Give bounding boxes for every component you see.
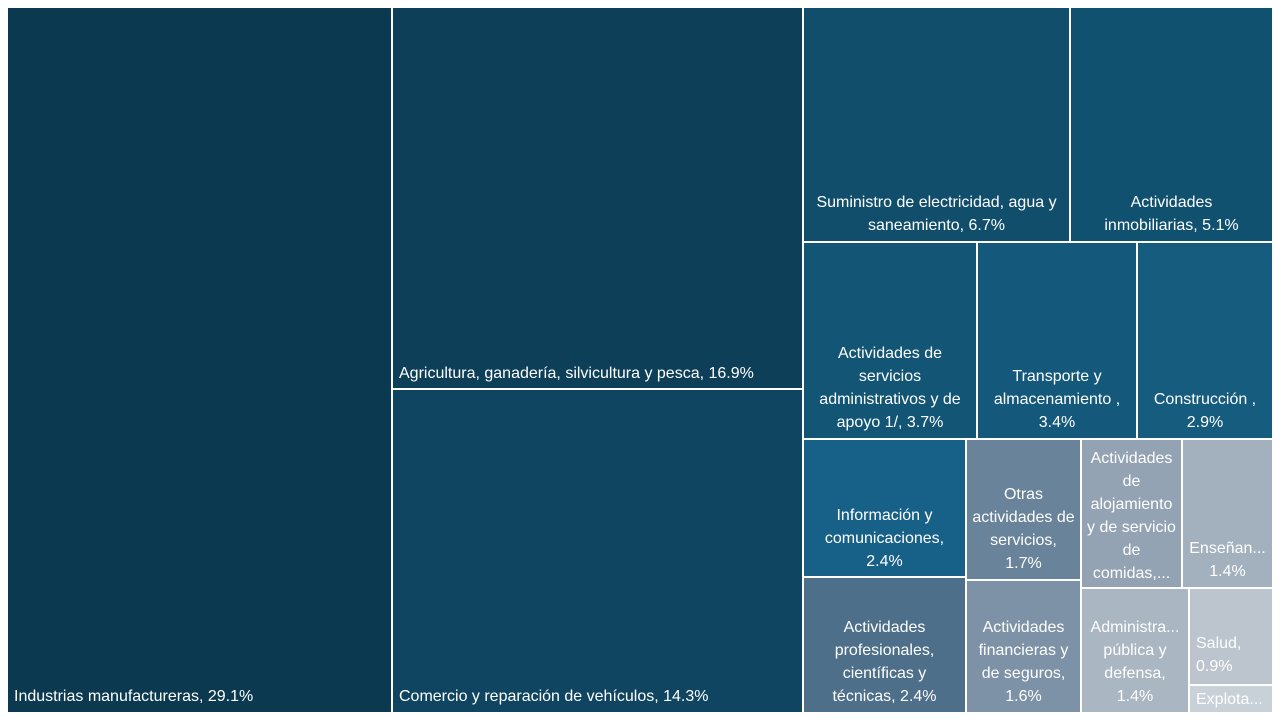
treemap-tile: Comercio y reparación de vehículos, 14.3… (393, 390, 802, 712)
treemap-tile: Industrias manufactureras, 29.1% (8, 8, 391, 712)
tile-label: Actividades inmobiliarias, 5.1% (1104, 194, 1239, 234)
tile-label: Construcción , 2.9% (1153, 391, 1257, 431)
treemap-tile: Transporte y almacenamiento , 3.4% (978, 243, 1136, 438)
tile-label: Otras actividades de servicios, 1.7% (972, 486, 1075, 572)
tile-label: Actividades financieras y de seguros, 1.… (978, 619, 1069, 705)
tile-label: Información y comunicaciones, 2.4% (824, 507, 945, 570)
tile-label: Suministro de electricidad, agua y sanea… (816, 194, 1057, 234)
treemap-tile: Información y comunicaciones, 2.4% (804, 440, 965, 576)
tile-label: Actividades de servicios administrativos… (819, 345, 961, 431)
treemap-tile: Explota... (1190, 686, 1272, 712)
treemap-tile: Suministro de electricidad, agua y sanea… (804, 8, 1069, 241)
tile-label: Actividades profesionales, científicas y… (832, 619, 937, 705)
treemap-tile: Administra... pública y defensa, 1.4% (1082, 589, 1188, 712)
treemap-tile: Actividades profesionales, científicas y… (804, 578, 965, 712)
tile-label: Actividades de alojamiento y de servicio… (1087, 450, 1176, 582)
treemap-tile: Actividades inmobiliarias, 5.1% (1071, 8, 1272, 241)
treemap-tile: Otras actividades de servicios, 1.7% (967, 440, 1080, 579)
tile-label: Enseñan... 1.4% (1189, 540, 1266, 580)
tile-label: Administra... pública y defensa, 1.4% (1090, 619, 1180, 705)
treemap-tile: Agricultura, ganadería, silvicultura y p… (393, 8, 802, 388)
treemap-tile: Enseñan... 1.4% (1183, 440, 1272, 587)
tile-label: Transporte y almacenamiento , 3.4% (993, 368, 1121, 431)
treemap-tile: Actividades de alojamiento y de servicio… (1082, 440, 1181, 587)
tile-label: Comercio y reparación de vehículos, 14.3… (399, 688, 709, 705)
tile-label: Salud, 0.9% (1196, 635, 1242, 675)
treemap-tile: Construcción , 2.9% (1138, 243, 1272, 438)
tile-label: Industrias manufactureras, 29.1% (14, 688, 254, 705)
tile-label: Agricultura, ganadería, silvicultura y p… (399, 365, 754, 382)
treemap-tile: Actividades financieras y de seguros, 1.… (967, 581, 1080, 712)
treemap-tile: Salud, 0.9% (1190, 589, 1272, 684)
tile-label: Explota... (1196, 691, 1263, 708)
treemap-tile: Actividades de servicios administrativos… (804, 243, 976, 438)
